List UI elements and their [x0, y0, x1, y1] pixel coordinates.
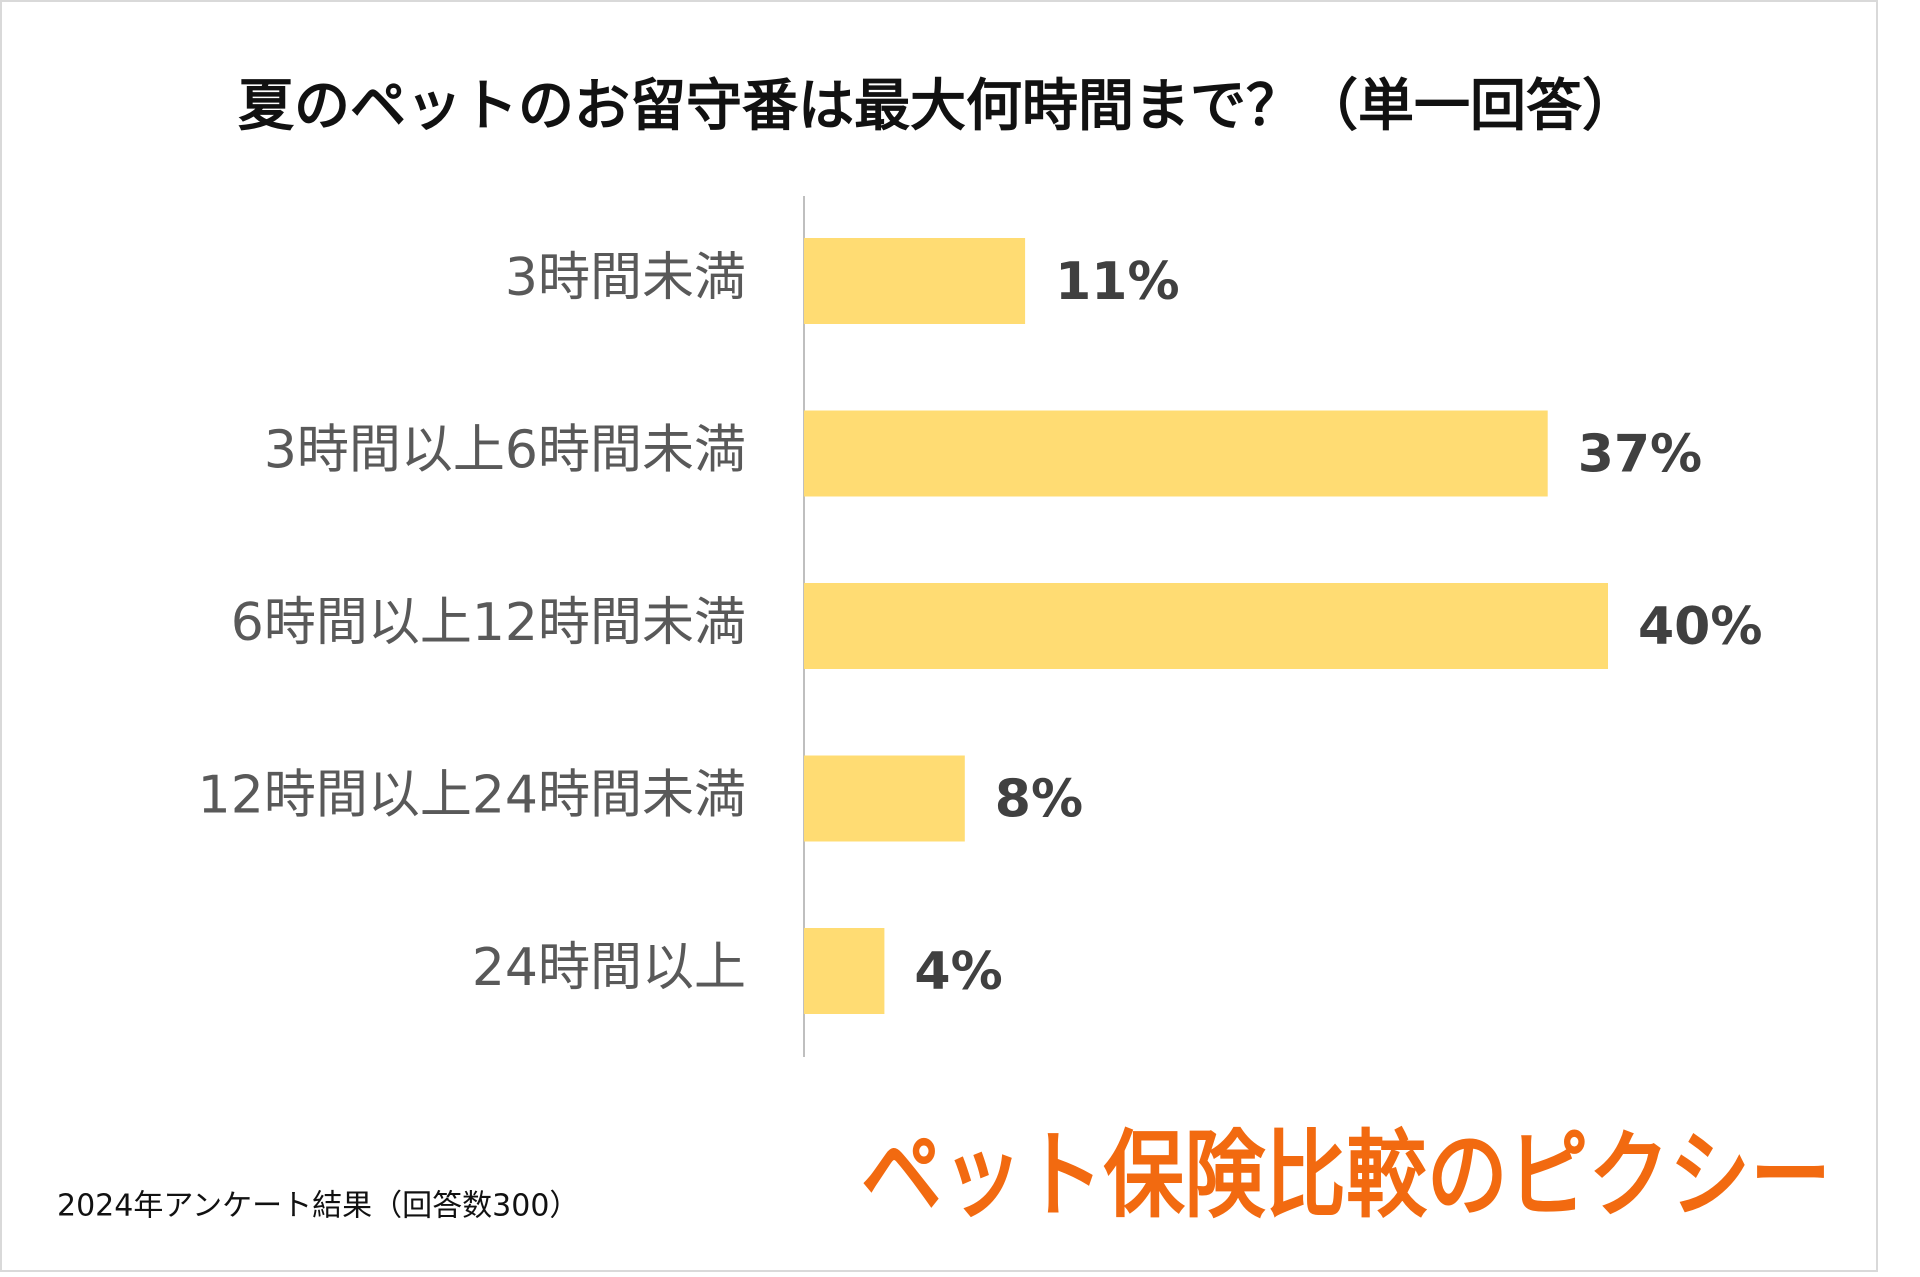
value-label: 4% [914, 942, 1002, 1002]
bar [804, 928, 885, 1014]
category-label: 24時間以上 [472, 938, 746, 998]
bar [804, 583, 1608, 669]
bar [804, 238, 1026, 324]
value-label: 8% [995, 770, 1083, 830]
value-label: 11% [1055, 252, 1179, 312]
note: 2024年アンケート結果（回答数300） [57, 1189, 579, 1224]
category-label: 3時間未満 [505, 248, 746, 308]
bar [804, 410, 1548, 497]
bar [804, 755, 965, 842]
brand-logo: ペット保険比較のピクシー [861, 1121, 1831, 1231]
category-label: 3時間以上6時間未満 [264, 421, 746, 481]
category-label: 12時間以上24時間未満 [198, 766, 746, 826]
chart-title: 夏のペットのお留守番は最大何時間まで？（単一回答） [238, 74, 1638, 139]
category-label: 6時間以上12時間未満 [231, 593, 746, 653]
value-label: 40% [1638, 597, 1762, 657]
value-label: 37% [1578, 425, 1702, 485]
